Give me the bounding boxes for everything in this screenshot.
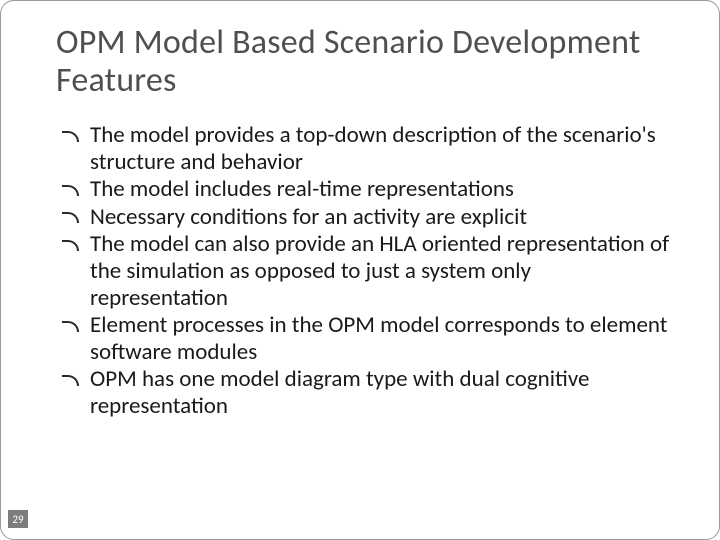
- list-item: Necessary conditions for an activity are…: [60, 204, 672, 231]
- list-item: The model includes real-time representat…: [60, 176, 672, 203]
- slide: OPM Model Based Scenario Development Fea…: [0, 0, 720, 540]
- list-item: The model can also provide an HLA orient…: [60, 231, 672, 312]
- bullet-list: The model provides a top-down descriptio…: [56, 122, 672, 420]
- list-item: The model provides a top-down descriptio…: [60, 122, 672, 176]
- list-item: Element processes in the OPM model corre…: [60, 312, 672, 366]
- page-number-badge: 29: [8, 510, 28, 528]
- page-number: 29: [12, 513, 23, 526]
- list-item: OPM has one model diagram type with dual…: [60, 366, 672, 420]
- slide-title: OPM Model Based Scenario Development Fea…: [56, 24, 672, 100]
